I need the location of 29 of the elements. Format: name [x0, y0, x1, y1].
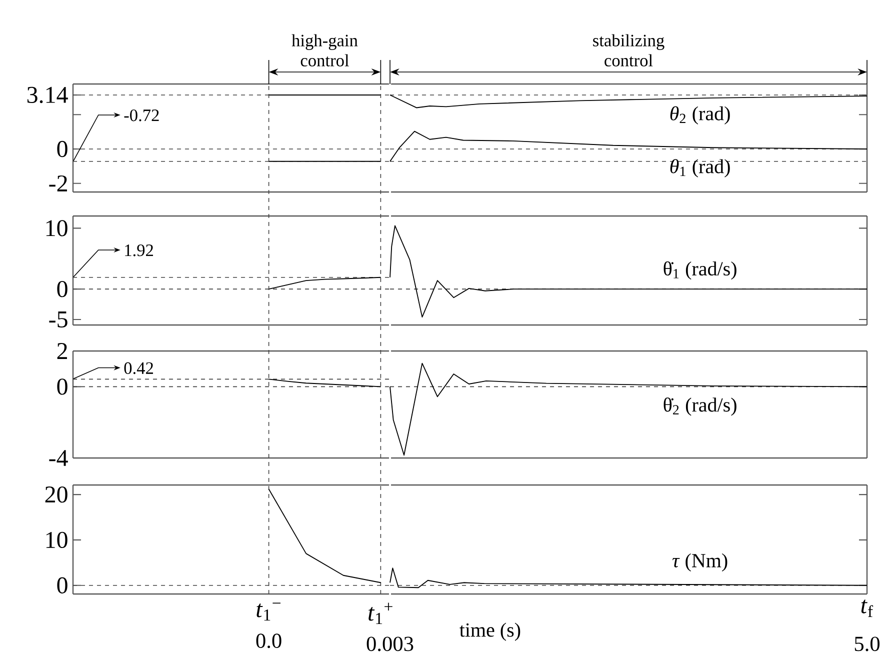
y-tick-label: -5 — [49, 312, 68, 328]
x-axis-title: time (s) — [460, 622, 520, 641]
y-tick-label: 3.14 — [27, 86, 68, 104]
series-label: θ$_{2}$ (rad) — [670, 106, 730, 124]
y-tick-label: -4 — [49, 450, 68, 466]
y-tick-label: 10 — [46, 532, 68, 548]
ref-line-label: 1.92 — [125, 244, 153, 256]
x-tick-label: 5.0 — [854, 636, 880, 652]
y-tick-label: 0 — [57, 577, 68, 594]
y-tick-label: 0 — [57, 140, 68, 158]
text: t$_{f}$ — [861, 600, 874, 618]
ref-line-label: -0.72 — [124, 110, 159, 122]
series-label: θ̇$_{1}$ (rad/s) — [664, 261, 736, 280]
x-tick-label: 0.003 — [366, 636, 414, 652]
ref-line-label: 0.42 — [124, 362, 153, 374]
text: 0.0 — [256, 634, 282, 648]
x-tick-label: t$_{1}$+ — [368, 602, 392, 624]
text: high-gain control — [292, 34, 358, 66]
y-tick-label: -2 — [49, 175, 67, 192]
y-tick-label: 10 — [46, 220, 68, 236]
series-label: τ (Nm) — [672, 553, 728, 572]
y-tick-label: 20 — [45, 486, 68, 503]
series-label: θ$_{1}$ (rad) — [670, 159, 730, 178]
text: stabilizing control — [593, 34, 664, 66]
y-tick-label: 0 — [57, 280, 68, 298]
y-tick-label: 2 — [57, 343, 67, 359]
y-tick-label: 0 — [57, 378, 68, 395]
x-tick-label: t$_{1}$− — [256, 602, 280, 621]
series-label: θ̇$_{2}$ (rad/s) — [664, 398, 736, 416]
